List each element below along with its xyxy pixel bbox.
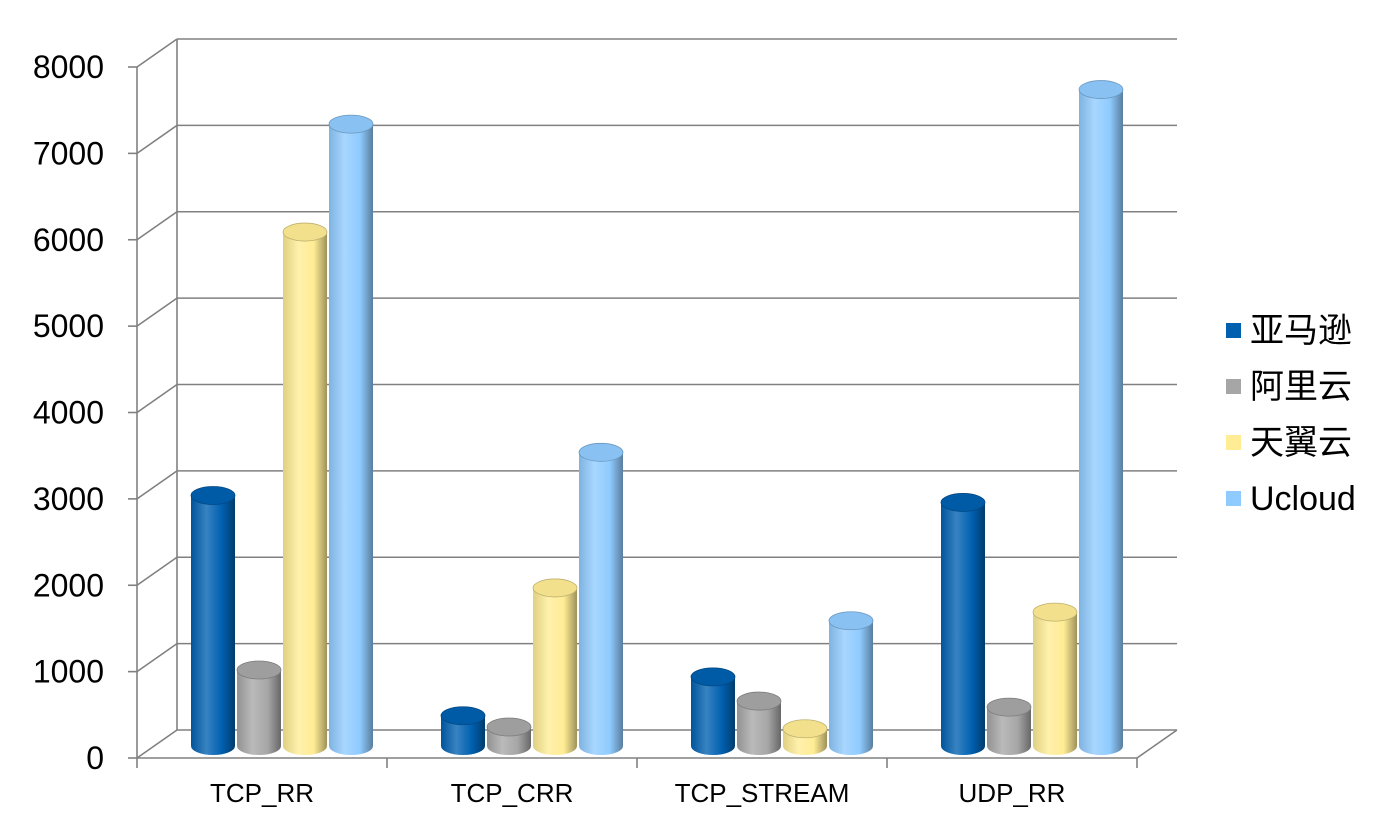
bar-top — [1032, 602, 1078, 622]
bar-body — [941, 502, 985, 755]
bar-body — [1079, 89, 1123, 756]
bar-body — [191, 495, 235, 755]
bar — [736, 691, 782, 755]
bar — [690, 667, 736, 755]
bar-top — [486, 717, 532, 737]
bar-body — [533, 587, 577, 755]
bar — [986, 697, 1032, 755]
bar-top — [1078, 80, 1124, 99]
bar-top — [328, 114, 374, 134]
gridline-depth — [136, 124, 178, 155]
bar — [578, 442, 624, 755]
gridline-depth — [136, 211, 178, 241]
bar-body — [829, 620, 873, 755]
legend-item: 阿里云 — [1226, 368, 1352, 406]
legend-label: 阿里云 — [1250, 368, 1352, 406]
bar-top — [282, 222, 328, 242]
bar — [236, 660, 282, 755]
bar-top — [532, 578, 578, 598]
legend-item: 天翼云 — [1226, 424, 1352, 462]
x-tick-label: TCP_RR — [210, 778, 314, 808]
legend-label: Ucloud — [1250, 480, 1356, 518]
gridline-depth — [136, 297, 178, 327]
bar — [282, 222, 328, 756]
x-tick-label: UDP_RR — [959, 778, 1066, 808]
gridline-depth — [136, 383, 178, 414]
y-tick-label: 0 — [86, 740, 104, 776]
bar-body — [237, 669, 281, 755]
legend-item: Ucloud — [1226, 480, 1356, 518]
bar — [940, 493, 986, 755]
bar-top — [782, 719, 828, 739]
bar — [532, 578, 578, 755]
x-tick-label: TCP_CRR — [451, 778, 574, 808]
gridline-depth — [136, 729, 178, 759]
bar-top — [578, 442, 624, 462]
bar — [328, 114, 374, 756]
plot-area — [190, 80, 1124, 756]
bar-body — [691, 676, 735, 755]
bar-top — [690, 667, 736, 687]
gridline-depth — [136, 470, 178, 500]
y-tick-label: 4000 — [33, 395, 104, 431]
y-tick-label: 3000 — [33, 481, 104, 517]
bar-top — [190, 486, 236, 505]
y-tick-label: 2000 — [33, 567, 104, 603]
bar-body — [987, 707, 1031, 755]
y-tick-label: 6000 — [33, 222, 104, 258]
bar — [782, 719, 828, 755]
bar — [486, 717, 532, 755]
gridline-depth — [136, 642, 178, 673]
bar — [1078, 80, 1124, 756]
bar — [440, 706, 486, 755]
bar-body — [579, 452, 623, 755]
bar-body — [1033, 612, 1077, 755]
legend-item: 亚马逊 — [1226, 312, 1352, 350]
bar-top — [940, 493, 986, 512]
bar — [828, 611, 874, 755]
y-tick-label: 8000 — [33, 49, 104, 85]
y-tick-label: 5000 — [33, 308, 104, 344]
bar-top — [736, 691, 782, 711]
legend-swatch — [1226, 379, 1241, 394]
y-tick-label: 1000 — [33, 654, 104, 690]
y-axis: 0 1000 2000 3000 4000 5000 6000 7000 8000 — [33, 49, 138, 776]
y-tick-label: 7000 — [33, 135, 104, 171]
bar-top — [236, 660, 282, 680]
bar-top — [828, 611, 874, 631]
bar-body — [329, 124, 373, 756]
bar-body — [283, 232, 327, 756]
gridline-depth — [136, 556, 178, 586]
x-axis: TCP_RR TCP_CRR TCP_STREAM UDP_RR — [136, 758, 1138, 808]
bar-body — [737, 701, 781, 755]
legend-swatch — [1226, 491, 1241, 506]
bar-top — [986, 697, 1032, 717]
legend-label: 亚马逊 — [1250, 312, 1352, 350]
legend-swatch — [1226, 323, 1241, 338]
bar-top — [440, 706, 486, 726]
bar — [1032, 602, 1078, 755]
legend-swatch — [1226, 435, 1241, 450]
gridline-depth — [136, 38, 178, 68]
x-tick-label: TCP_STREAM — [675, 778, 850, 808]
floor-edge — [1136, 729, 1178, 759]
bar-body — [441, 715, 485, 755]
bar — [190, 486, 236, 755]
legend-label: 天翼云 — [1250, 424, 1352, 462]
